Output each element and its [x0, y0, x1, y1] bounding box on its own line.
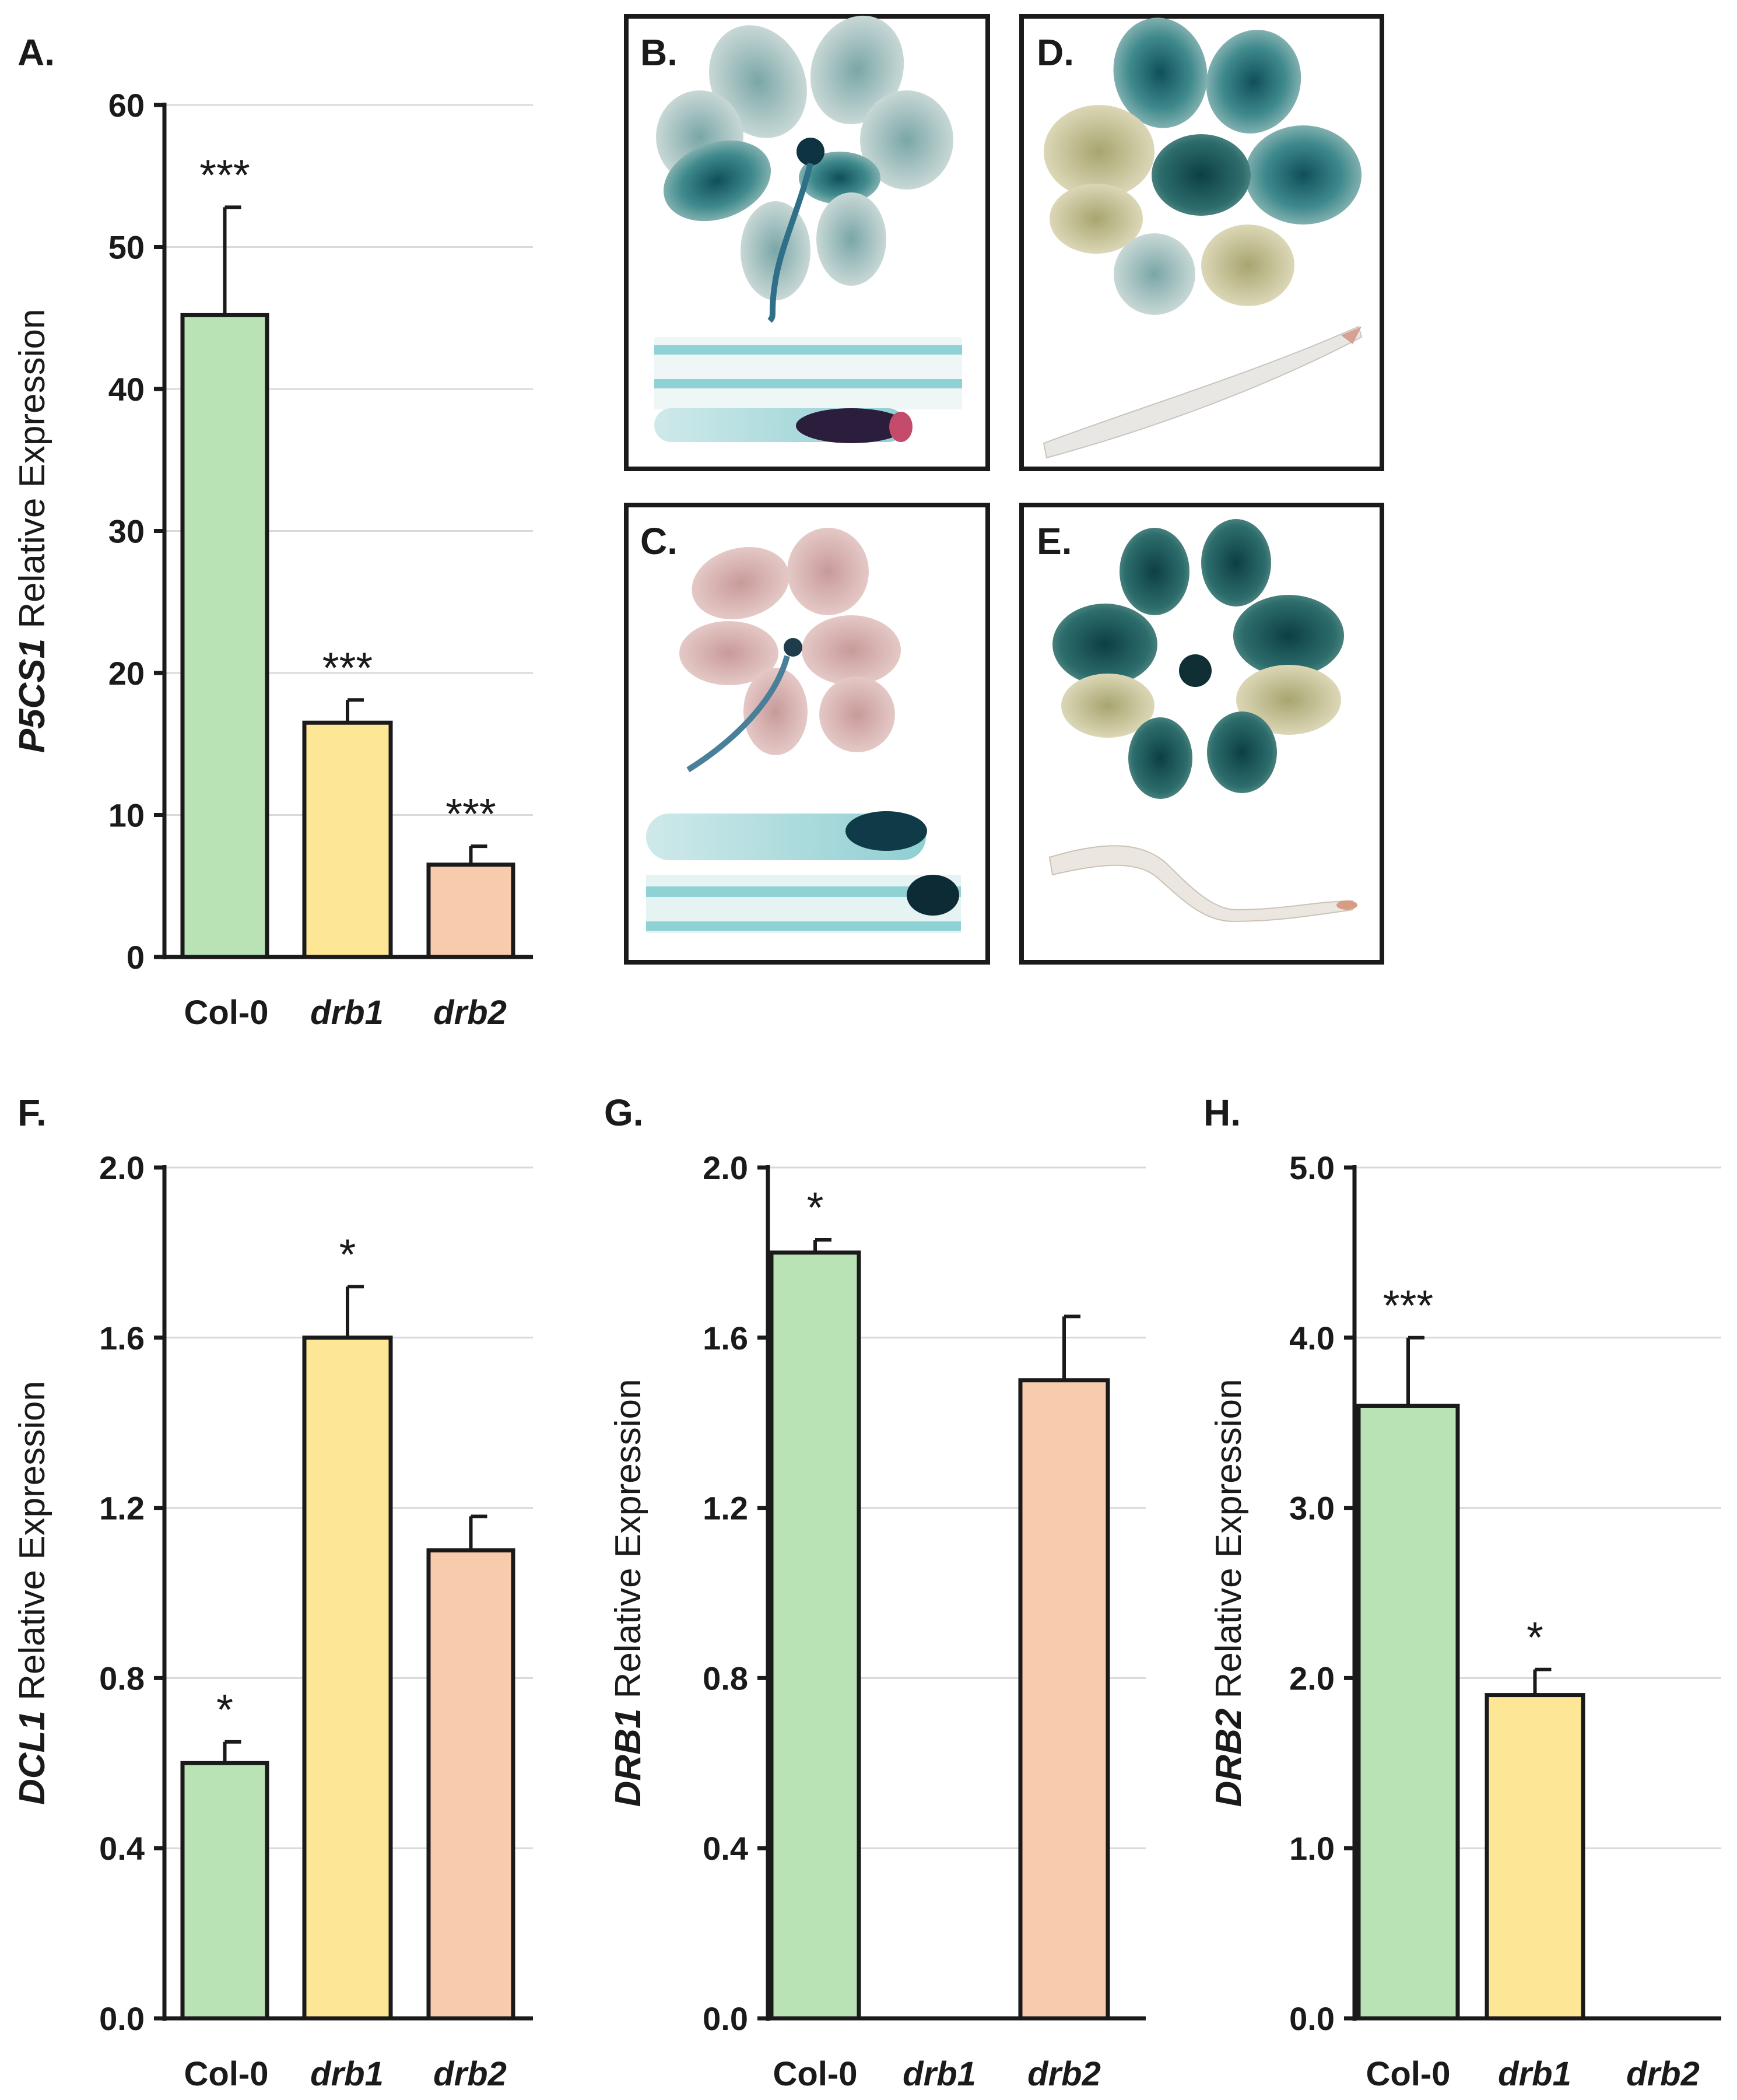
- panel-label-f: F.: [17, 1092, 47, 1134]
- rosette-image-b: [656, 15, 953, 323]
- panel-label-a: A.: [17, 31, 55, 73]
- chart-panel-g: G. 0.0 0.4 0.8 1.2 1.6 2.0 * Col-0 drb1 drb2 DRB1 R…: [604, 1092, 1146, 2093]
- y-axis-label-text: Relative Expression: [12, 309, 52, 639]
- y-axis-label-text: Relative Expression: [12, 1381, 52, 1710]
- x-category-label: Col-0: [773, 2055, 858, 2093]
- photo-panel-c: C.: [624, 503, 990, 965]
- y-tick-label: 1.0: [1289, 1830, 1335, 1867]
- y-axis-label: DRB1 Relative Expression: [608, 1379, 648, 1807]
- chart-panel-f: F. 0.0 0.4 0.8 1.2 1.6 2.0 * Col-0 * drb1 drb2 DCL1 …: [12, 1092, 533, 2093]
- significance-marker: *: [216, 1685, 233, 1734]
- bar-g-drb2: [1018, 1378, 1110, 2021]
- root-image-e: [1048, 845, 1357, 923]
- bar-g-col-0: [769, 1250, 861, 2021]
- x-category-label: drb2: [433, 994, 507, 1032]
- y-tick-label: 0.8: [99, 1660, 145, 1696]
- x-category-label: Col-0: [1366, 2055, 1451, 2093]
- bar-f-col-0: [180, 1761, 269, 2021]
- y-tick-label: 30: [108, 513, 145, 550]
- bar-a-drb1: [302, 720, 393, 959]
- y-tick-label: 3.0: [1289, 1490, 1335, 1527]
- y-axis-label-gene: P5CS1: [12, 639, 52, 753]
- photo-panel-b: B.: [624, 14, 990, 471]
- significance-marker: ***: [1383, 1281, 1433, 1330]
- chart-panel-h: H. 0.0 1.0 2.0 3.0 4.0 5.0 *** Col-0 * drb1 drb2 DRB…: [1203, 1092, 1721, 2093]
- y-tick-label: 60: [108, 87, 145, 124]
- y-tick-label: 5.0: [1289, 1149, 1335, 1186]
- bar-h-drb1: [1485, 1693, 1585, 2021]
- root-image-c: [646, 811, 961, 933]
- significance-marker: *: [807, 1183, 824, 1232]
- y-tick-label: 2.0: [1289, 1660, 1335, 1696]
- photo-label-d: D.: [1037, 31, 1074, 73]
- rosette-image-d: [1044, 17, 1361, 315]
- bar-f-drb1: [302, 1335, 393, 2021]
- significance-marker: *: [1527, 1613, 1543, 1661]
- bar-f-drb2: [426, 1548, 515, 2021]
- panel-label-h: H.: [1203, 1092, 1241, 1134]
- root-image-d: [1043, 325, 1363, 459]
- x-category-label: drb1: [903, 2055, 976, 2093]
- chart-panel-a: A. 0 10 20 30 40 50 60 *** Col-0 *** drb1 *** drb2 P5C…: [12, 31, 533, 1032]
- y-tick-label: 1.6: [703, 1320, 748, 1356]
- photo-panel-e: E.: [1019, 503, 1384, 965]
- y-tick-label: 1.6: [99, 1320, 145, 1356]
- y-tick-label: 2.0: [99, 1149, 145, 1186]
- y-tick-label: 0: [127, 939, 145, 976]
- y-tick-label: 0.0: [99, 2000, 145, 2037]
- bar-a-drb2: [426, 863, 515, 959]
- x-category-label: drb1: [1498, 2055, 1571, 2093]
- significance-marker: *: [339, 1230, 356, 1278]
- y-tick-label: 40: [108, 371, 145, 408]
- x-category-label: Col-0: [184, 994, 269, 1032]
- y-tick-label: 10: [108, 797, 145, 834]
- photo-label-e: E.: [1037, 520, 1072, 562]
- y-tick-label: 0.0: [1289, 2000, 1335, 2037]
- rosette-image-e: [1052, 519, 1344, 799]
- x-category-label: Col-0: [184, 2055, 269, 2093]
- y-tick-label: 0.4: [703, 1830, 748, 1867]
- y-tick-label: 50: [108, 229, 145, 266]
- y-axis-label: DRB2 Relative Expression: [1209, 1379, 1249, 1807]
- y-axis-label: DCL1 Relative Expression: [12, 1381, 52, 1805]
- y-tick-label: 1.2: [99, 1490, 145, 1527]
- photo-panel-d: D.: [1019, 14, 1384, 471]
- y-axis-label-gene: DRB1: [608, 1709, 648, 1807]
- y-axis-label-gene: DRB2: [1209, 1709, 1249, 1807]
- panel-label-g: G.: [604, 1092, 644, 1134]
- x-category-label: drb2: [1027, 2055, 1101, 2093]
- y-axis-label-text: Relative Expression: [1209, 1379, 1249, 1709]
- photo-frame-e: [1019, 503, 1384, 965]
- significance-marker: ***: [445, 790, 496, 838]
- photo-label-b: B.: [640, 31, 678, 73]
- bar-h-col-0: [1356, 1404, 1460, 2021]
- x-category-label: drb2: [1626, 2055, 1700, 2093]
- x-category-label: drb1: [310, 2055, 384, 2093]
- significance-marker: ***: [199, 150, 250, 199]
- rosette-image-c: [679, 528, 901, 773]
- y-axis-label: P5CS1 Relative Expression: [12, 309, 52, 753]
- y-tick-label: 2.0: [703, 1149, 748, 1186]
- y-axis-label-gene: DCL1: [12, 1710, 52, 1805]
- root-image-b: [654, 337, 962, 443]
- photo-label-c: C.: [640, 520, 678, 562]
- significance-marker: ***: [322, 643, 373, 692]
- y-tick-label: 20: [108, 655, 145, 692]
- x-category-label: drb1: [310, 994, 384, 1032]
- y-tick-label: 0.8: [703, 1660, 748, 1696]
- y-axis-label-text: Relative Expression: [608, 1379, 648, 1709]
- bar-a-col-0: [180, 313, 269, 959]
- y-tick-label: 0.0: [703, 2000, 748, 2037]
- y-tick-label: 4.0: [1289, 1320, 1335, 1356]
- x-category-label: drb2: [433, 2055, 507, 2093]
- y-tick-label: 0.4: [99, 1830, 145, 1867]
- y-tick-label: 1.2: [703, 1490, 748, 1527]
